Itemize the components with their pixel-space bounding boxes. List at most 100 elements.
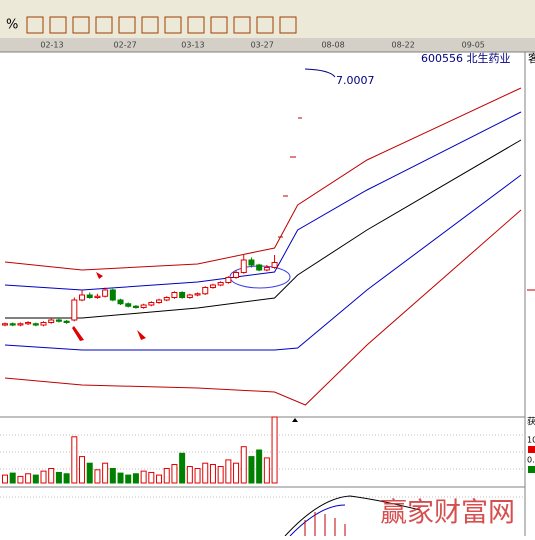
- candle-body: [233, 272, 240, 278]
- volume-bar: [63, 473, 70, 484]
- band-line: [4, 87, 522, 271]
- arrows: [72, 272, 146, 341]
- volume-bar: [233, 462, 240, 484]
- volume-bar: [240, 446, 247, 484]
- candle-body: [94, 295, 101, 298]
- x-tick-label: 08-22: [392, 41, 415, 50]
- x-tick-label: 03-13: [181, 41, 204, 50]
- candle-body: [55, 319, 62, 322]
- volume-marker: [292, 418, 298, 422]
- volume-bar: [48, 467, 55, 484]
- volume-bar: [186, 466, 193, 484]
- candle-body: [125, 303, 132, 307]
- volume-bar: [271, 416, 278, 484]
- candle-body: [217, 282, 224, 286]
- volume-bar: [263, 457, 270, 484]
- sidebar-swatch: [528, 446, 535, 453]
- indicator-line: [289, 504, 346, 537]
- candle-body: [40, 322, 47, 326]
- band-line: [4, 209, 522, 406]
- candle-body: [209, 284, 216, 288]
- volume-bar: [209, 464, 216, 484]
- candle-body: [225, 277, 232, 283]
- volume-bar: [248, 456, 255, 484]
- volume-bar: [217, 466, 224, 484]
- toolbar: [0, 0, 535, 38]
- volume-bar: [55, 471, 62, 484]
- volume-bar: [86, 462, 93, 484]
- volume-bar: [202, 462, 209, 484]
- candle-body: [2, 323, 9, 326]
- volume-bar: [94, 469, 101, 484]
- candle-body: [79, 294, 86, 301]
- candle-body: [186, 294, 193, 298]
- date-bar: [0, 38, 535, 52]
- price-dashes: [278, 117, 535, 291]
- volume-bar: [125, 474, 132, 484]
- candle-body: [102, 289, 109, 297]
- indicator-line: [284, 495, 421, 537]
- candle-body: [179, 292, 186, 298]
- volume-bar: [140, 470, 147, 484]
- x-tick-label: 08-08: [321, 41, 344, 50]
- volume-bar: [71, 436, 78, 484]
- toolbar-icons: [26, 16, 297, 34]
- volume-bar: [194, 467, 201, 484]
- stock-name: 600556 北生药业: [421, 51, 511, 65]
- volume-bar: [148, 471, 155, 484]
- x-tick-label: 02-13: [40, 41, 63, 50]
- volume-bar: [32, 474, 39, 484]
- volume-bar: [2, 474, 9, 484]
- volume-bar: [9, 472, 16, 484]
- volume-bar: [40, 470, 47, 484]
- candle-body: [25, 322, 32, 325]
- band-line: [4, 174, 522, 351]
- candle-body: [240, 259, 247, 273]
- volume-bar: [79, 456, 86, 484]
- percent-button[interactable]: %: [6, 18, 18, 33]
- candle-body: [202, 287, 209, 295]
- x-tick-label: 09-05: [462, 41, 485, 50]
- marker-arc: [304, 68, 336, 78]
- candle-body: [156, 299, 163, 303]
- sidebar-label: 10: [527, 436, 535, 445]
- volume-bar: [25, 473, 32, 484]
- candle-body: [63, 320, 70, 323]
- candle-body: [109, 289, 116, 301]
- volume-bar: [17, 475, 24, 484]
- volume-bar: [225, 459, 232, 484]
- volume-bar: [179, 452, 186, 484]
- sidebar-label: 客: [528, 51, 535, 65]
- candle-body: [17, 323, 24, 326]
- candle-body: [132, 305, 139, 308]
- volume-bar: [102, 462, 109, 484]
- candle-body: [48, 319, 55, 323]
- candle-body: [86, 294, 93, 298]
- volume-grid: [0, 434, 525, 470]
- candle-body: [163, 297, 170, 301]
- candle-body: [248, 259, 255, 266]
- volume-bar: [156, 474, 163, 484]
- volume-bar: [132, 473, 139, 484]
- volume-bar: [256, 449, 263, 484]
- sidebar-label: 0.: [527, 456, 535, 465]
- candle-body: [148, 302, 155, 306]
- sidebar-label: 获: [527, 417, 535, 428]
- candle-body: [32, 323, 39, 326]
- candle-body: [171, 292, 178, 298]
- volume-bar: [163, 467, 170, 484]
- sidebar-swatch: [528, 466, 535, 473]
- volume-bar: [171, 464, 178, 484]
- watermark: 赢家财富网: [380, 498, 515, 529]
- volume-bar: [109, 467, 116, 484]
- candle-body: [117, 299, 124, 305]
- candle-body: [194, 293, 201, 296]
- candle-body: [263, 267, 270, 271]
- band-line: [4, 111, 522, 291]
- band-line: [5, 139, 522, 319]
- x-tick-label: 03-27: [251, 41, 274, 50]
- candle-body: [256, 264, 263, 271]
- indicator-bars: [304, 512, 346, 536]
